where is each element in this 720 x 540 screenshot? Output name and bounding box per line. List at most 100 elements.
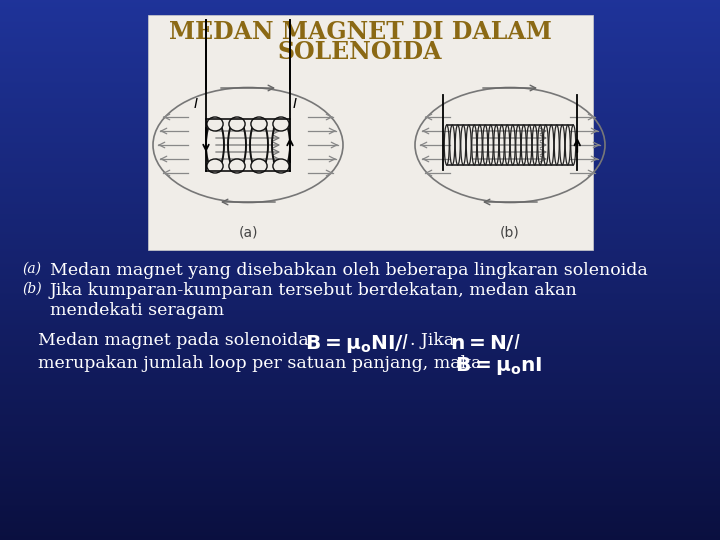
Bar (0, 45, 720, 46)
Bar (0, 13, 720, 14)
Bar (0, 272, 720, 273)
Bar (0, 508, 720, 509)
Bar (0, 380, 720, 381)
Bar (0, 519, 720, 520)
Bar (0, 130, 720, 131)
Bar (0, 459, 720, 460)
Bar (0, 251, 720, 252)
Bar (0, 58, 720, 59)
Bar (0, 524, 720, 525)
Bar (0, 377, 720, 378)
Bar (0, 479, 720, 480)
Bar (0, 33, 720, 34)
Bar (0, 113, 720, 114)
Bar (0, 313, 720, 314)
Bar (0, 248, 720, 249)
Bar (0, 426, 720, 427)
Bar (0, 68, 720, 69)
Bar (0, 488, 720, 489)
Bar (0, 70, 720, 71)
Bar (0, 511, 720, 512)
Bar (0, 330, 720, 331)
Bar (0, 194, 720, 195)
Bar (0, 400, 720, 401)
Bar (0, 218, 720, 219)
Bar (0, 5, 720, 6)
Bar (0, 81, 720, 82)
Bar (0, 371, 720, 372)
Bar (0, 468, 720, 469)
Bar (0, 90, 720, 91)
Bar (0, 6, 720, 7)
Bar (0, 315, 720, 316)
Bar (0, 49, 720, 50)
Bar (0, 352, 720, 353)
Bar (0, 25, 720, 26)
Bar (0, 274, 720, 275)
Bar (0, 291, 720, 292)
Bar (0, 310, 720, 311)
Bar (0, 160, 720, 161)
Text: I: I (194, 97, 198, 111)
Bar (0, 533, 720, 534)
Bar (0, 236, 720, 237)
Bar (0, 119, 720, 120)
Bar (0, 447, 720, 448)
Bar (0, 502, 720, 503)
Bar (0, 167, 720, 168)
Bar (0, 102, 720, 103)
Bar (0, 418, 720, 419)
Bar (0, 538, 720, 539)
Bar (0, 287, 720, 288)
Bar (0, 337, 720, 338)
Bar (0, 105, 720, 106)
Bar (0, 127, 720, 128)
Bar (0, 497, 720, 498)
Bar (0, 118, 720, 119)
Bar (0, 249, 720, 250)
Bar (0, 336, 720, 337)
Bar (0, 278, 720, 279)
Bar (0, 525, 720, 526)
Bar (0, 386, 720, 387)
Bar (0, 441, 720, 442)
Bar (0, 57, 720, 58)
Bar (0, 208, 720, 209)
Bar (0, 472, 720, 473)
Bar (0, 368, 720, 369)
Bar (0, 65, 720, 66)
Bar (0, 273, 720, 274)
Bar (0, 363, 720, 364)
Bar (0, 101, 720, 102)
Bar (0, 147, 720, 148)
Bar (0, 450, 720, 451)
Bar (0, 134, 720, 135)
Bar (0, 42, 720, 43)
Bar (0, 360, 720, 361)
Bar (0, 216, 720, 217)
Bar (0, 233, 720, 234)
Bar (0, 389, 720, 390)
Bar (0, 107, 720, 108)
Bar (0, 238, 720, 239)
Bar (0, 75, 720, 76)
Bar (0, 429, 720, 430)
Bar (0, 270, 720, 271)
Bar (0, 417, 720, 418)
Bar (0, 193, 720, 194)
Bar (0, 504, 720, 505)
Bar (0, 26, 720, 27)
Bar (0, 465, 720, 466)
Bar (0, 243, 720, 244)
Bar (0, 21, 720, 22)
Bar (0, 177, 720, 178)
Bar (0, 355, 720, 356)
Bar (0, 231, 720, 232)
Bar (0, 467, 720, 468)
Bar (0, 455, 720, 456)
Bar (0, 407, 720, 408)
Bar (0, 82, 720, 83)
Bar (0, 170, 720, 171)
Text: (a): (a) (238, 226, 258, 240)
Bar (0, 98, 720, 99)
